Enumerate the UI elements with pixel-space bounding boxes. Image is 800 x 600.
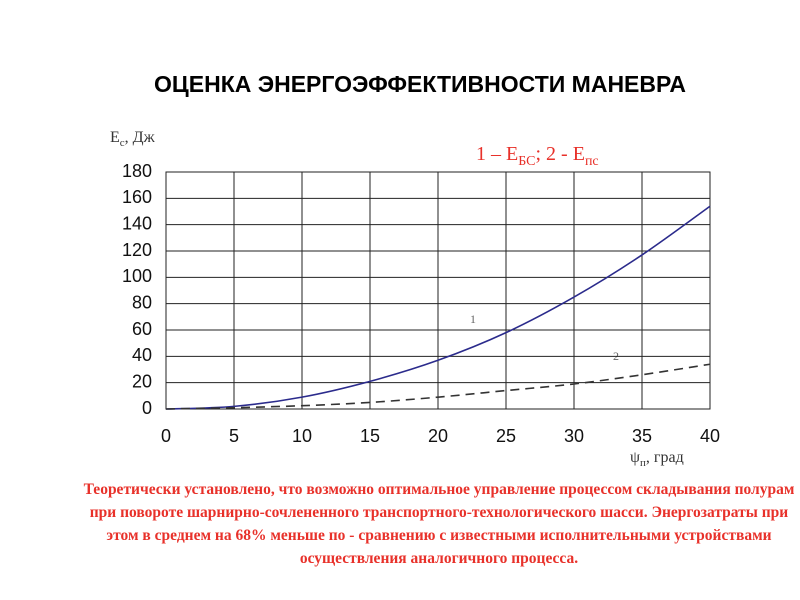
x-label-sub: п [640, 457, 646, 469]
x-tick-label: 30 [564, 426, 584, 446]
x-tick-label: 25 [496, 426, 516, 446]
y-tick-label: 20 [132, 371, 152, 391]
x-axis-label: ψп, град [630, 449, 684, 469]
legend-a-sub: БС [518, 154, 535, 169]
conclusion-text: Теоретически установлено, что возможно о… [83, 481, 795, 567]
y-axis-label: Eс, Дж [110, 129, 156, 149]
y-tick-label: 40 [132, 345, 152, 365]
x-tick-label: 0 [161, 426, 171, 446]
legend-a: 1 – E [476, 143, 518, 165]
x-tick-label: 10 [292, 426, 312, 446]
y-tick-label: 60 [132, 319, 152, 339]
legend-b: ; 2 - E [536, 143, 585, 165]
x-label-rest: , град [646, 449, 684, 466]
x-tick-label: 15 [360, 426, 380, 446]
legend-b-sub: пс [585, 154, 599, 169]
y-tick-label: 160 [122, 187, 152, 207]
legend-note: 1 – EБС; 2 - Eпс [476, 143, 599, 169]
y-label-main: E [110, 129, 120, 146]
x-tick-label: 40 [700, 426, 720, 446]
y-tick-label: 0 [142, 398, 152, 418]
series-line [165, 205, 711, 410]
chart-title: ОЦЕНКА ЭНЕРГОЭФФЕКТИВНОСТИ МАНЕВРА [154, 71, 686, 97]
y-label-rest: , Дж [125, 129, 156, 146]
y-tick-label: 180 [122, 161, 152, 181]
x-label-main: ψ [630, 449, 640, 466]
y-tick-label: 140 [122, 213, 152, 233]
x-tick-label: 35 [632, 426, 652, 446]
series-line [165, 363, 711, 410]
x-tick-label: 5 [229, 426, 239, 446]
plot-frame [165, 171, 711, 410]
y-tick-label: 80 [132, 292, 152, 312]
x-tick-label: 20 [428, 426, 448, 446]
curve-label: 1 [470, 312, 476, 326]
y-tick-label: 120 [122, 240, 152, 260]
y-label-sub: с [120, 137, 125, 149]
y-tick-label: 100 [122, 266, 152, 286]
